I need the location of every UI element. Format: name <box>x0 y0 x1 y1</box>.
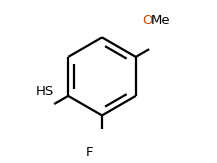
Text: Me: Me <box>151 14 171 27</box>
Text: F: F <box>86 146 94 159</box>
Text: HS: HS <box>36 85 54 97</box>
Text: O: O <box>142 14 152 27</box>
